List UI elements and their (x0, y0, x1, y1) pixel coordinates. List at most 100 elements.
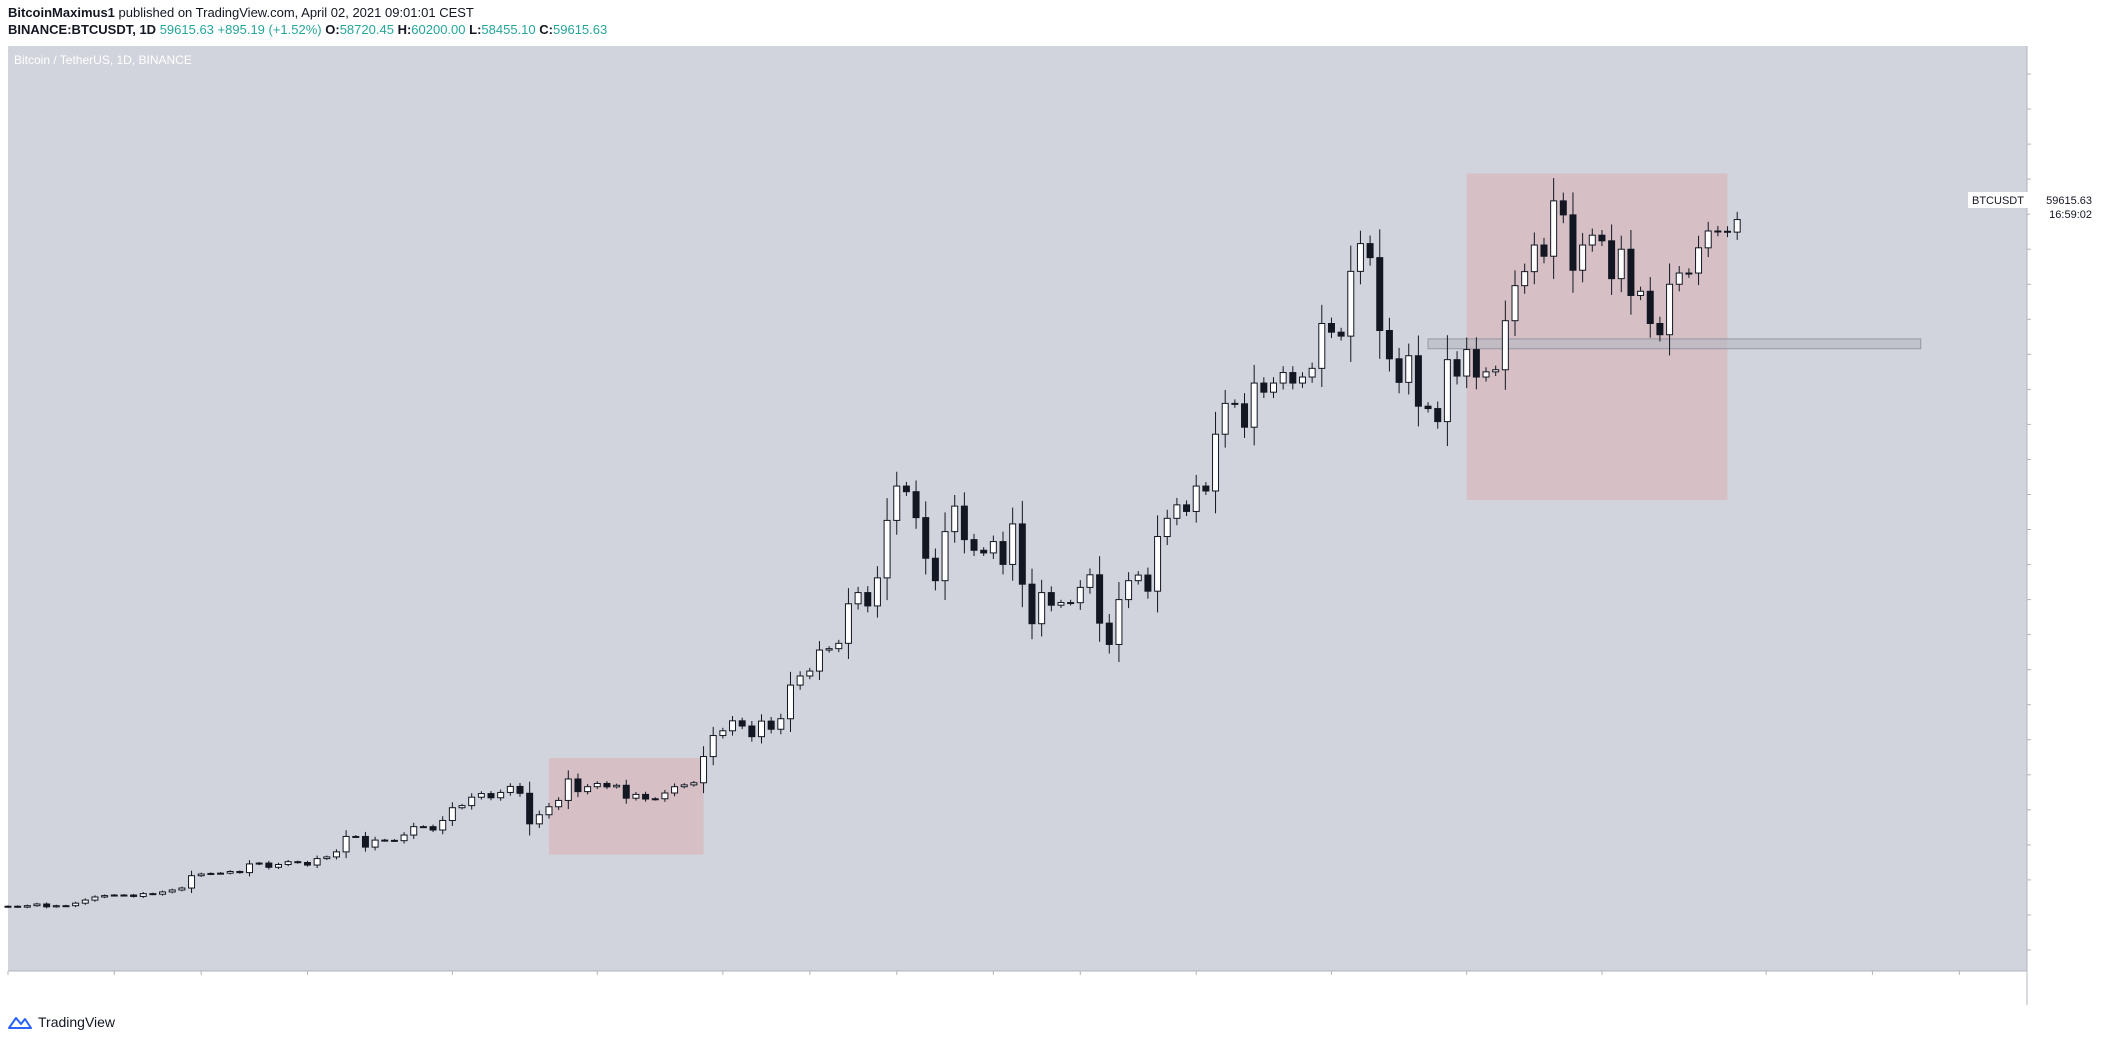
candle (1617, 235, 1625, 293)
candle-up-body (323, 856, 331, 860)
footer: TradingView (0, 1005, 2107, 1041)
candle (390, 839, 398, 842)
price-tick-label: 10000.00 (2044, 910, 2090, 922)
candle-up-body (989, 541, 997, 554)
candle (806, 667, 814, 680)
candle (429, 824, 437, 833)
candle (545, 802, 553, 819)
candle (767, 716, 775, 734)
publication-header: BitcoinMaximus1 published on TradingView… (0, 0, 2107, 40)
close-label: C: (539, 22, 553, 37)
candle-up-body (197, 873, 205, 877)
candle (1443, 335, 1451, 447)
candle-up-body (1308, 367, 1316, 378)
candle (1144, 567, 1152, 599)
candle-up-body (274, 863, 282, 868)
candle-up-body (1666, 283, 1674, 336)
candle (410, 822, 418, 839)
candle (1463, 337, 1471, 389)
time-axis[interactable]: Oct 12 21 Nov 16 Dec 14 23 2021 11 20 Feb 15 Mar 15 Apr… (7, 971, 1966, 991)
candle (1675, 265, 1683, 292)
candle (1424, 402, 1432, 413)
price-tick-label: 20000.00 (2044, 770, 2090, 782)
candle-up-body (468, 796, 476, 807)
candle (922, 501, 930, 575)
candle-up-body (1125, 580, 1133, 601)
candle-down-body (922, 517, 930, 559)
candle-up-body (1695, 247, 1703, 274)
candle (342, 830, 350, 859)
candle-up-body (545, 806, 553, 816)
time-tick-label: 11 (988, 979, 999, 991)
candle (303, 860, 311, 867)
candle-up-body (255, 862, 263, 865)
candle-up-body (81, 899, 89, 904)
candle (1289, 366, 1297, 390)
candle (999, 531, 1007, 575)
candle-down-body (603, 782, 611, 788)
candle-down-body (361, 835, 369, 848)
candle (593, 781, 601, 789)
candle-down-body (1376, 257, 1384, 332)
tradingview-logo-icon (8, 1017, 32, 1029)
candle (883, 498, 891, 601)
candle-down-body (931, 557, 939, 582)
candle-up-body (796, 675, 804, 686)
candle (14, 905, 22, 908)
price-axis[interactable]: 7500.00 10000.00 12500.00 15000.00 17500.00 2… (2027, 69, 2090, 957)
candlestick-chart[interactable]: Bitcoin / TetherUS, 1D, BINANCE 7500.00 1… (0, 40, 2107, 1005)
candle (1347, 245, 1355, 362)
candle (1318, 304, 1326, 387)
candle-down-body (381, 839, 389, 842)
candle (352, 835, 360, 838)
candle-up-body (410, 826, 418, 836)
time-tick-label: 15 (1596, 979, 1608, 991)
candle-up-body (651, 798, 659, 801)
candle-down-body (864, 592, 872, 607)
price-tick-label: 67500.00 (2044, 104, 2090, 116)
candle (642, 791, 650, 802)
candle (1260, 377, 1268, 399)
candle (1559, 192, 1567, 224)
candle (120, 894, 128, 897)
candle (989, 535, 997, 559)
candle-up-body (458, 805, 466, 809)
candle-up-body (23, 905, 31, 908)
candle-down-body (1424, 405, 1432, 410)
candle-down-body (130, 894, 138, 897)
price-tag-value: 59615.63 (2046, 195, 2092, 207)
candle-up-body (1704, 230, 1712, 249)
high-value: 60200.00 (411, 22, 466, 37)
candle-up-body (52, 905, 60, 908)
candle (1086, 568, 1094, 594)
candle-up-body (246, 863, 254, 874)
candle-up-body (1134, 574, 1142, 582)
candle (902, 481, 910, 496)
chart-area[interactable]: Bitcoin / TetherUS, 1D, BINANCE 7500.00 1… (0, 40, 2107, 1005)
candle-up-body (1173, 504, 1181, 519)
author-link[interactable]: BitcoinMaximus1 (8, 5, 115, 20)
candle-up-body (555, 799, 563, 808)
candle-down-body (1598, 234, 1606, 242)
candle-up-body (1550, 200, 1558, 257)
candle-up-body (506, 785, 514, 793)
candle (526, 781, 534, 836)
candle (439, 816, 447, 835)
price-tick-label: 35000.00 (2044, 560, 2090, 572)
candle (584, 783, 592, 795)
candle-up-body (1154, 536, 1162, 592)
time-tick-label: 23 (804, 979, 816, 991)
currency-label: USDT (2060, 51, 2090, 63)
candle (1337, 327, 1345, 341)
candle (313, 855, 321, 869)
candle (970, 533, 978, 557)
candle (661, 789, 669, 802)
time-tick-label: 16 (446, 979, 458, 991)
tradingview-brand[interactable]: TradingView (8, 1014, 115, 1030)
candle-up-body (1192, 485, 1200, 512)
time-tick-label: Feb (1187, 979, 1206, 991)
candle (738, 717, 746, 730)
candle (207, 872, 215, 876)
publication-line: BitcoinMaximus1 published on TradingView… (8, 5, 474, 20)
candle (1685, 268, 1693, 278)
